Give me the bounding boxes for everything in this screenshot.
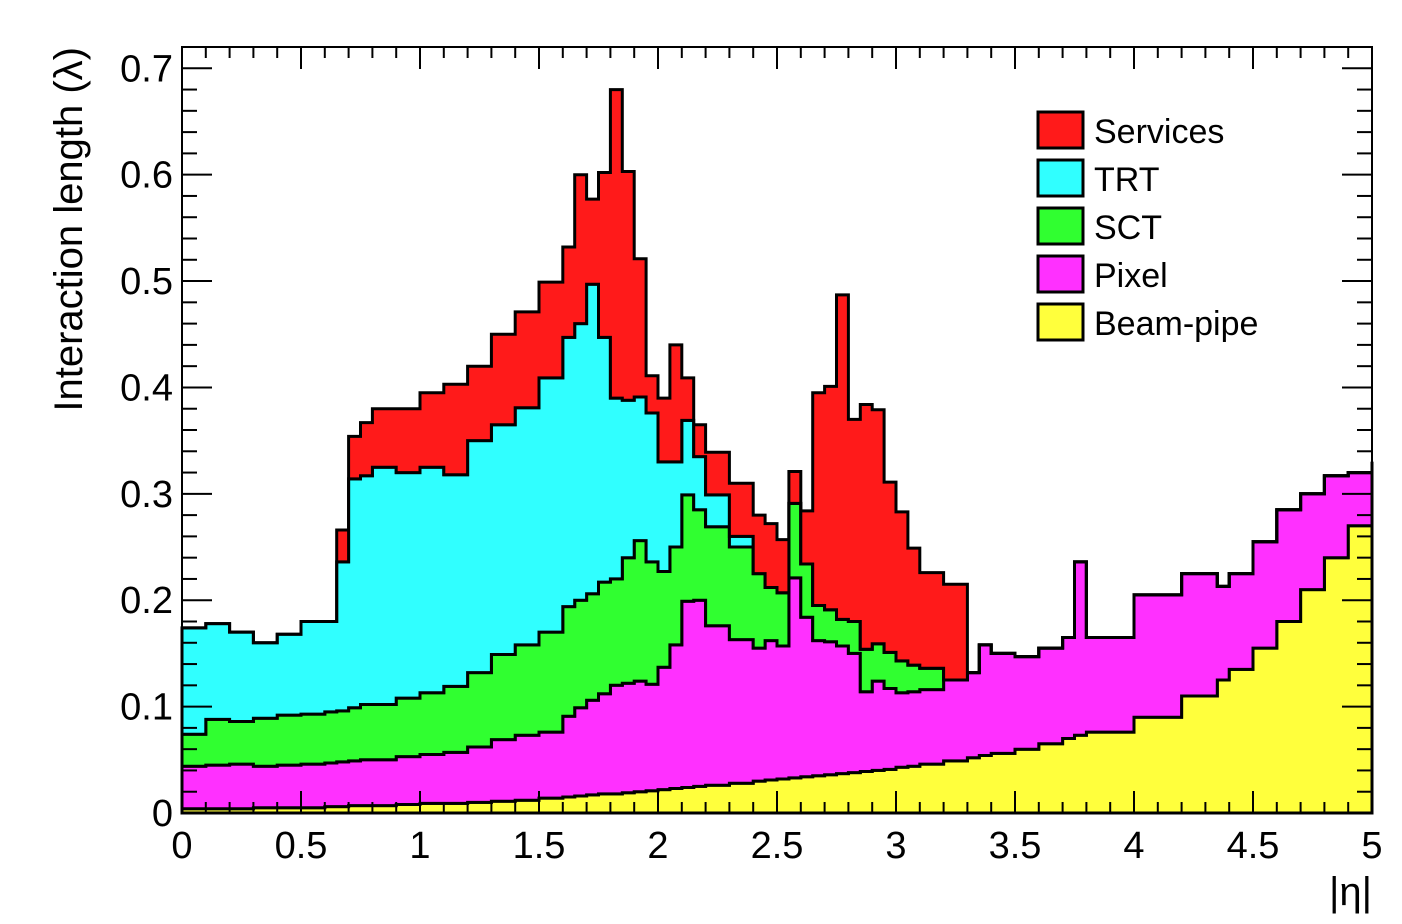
legend-swatch bbox=[1036, 110, 1085, 150]
legend-swatch bbox=[1036, 302, 1085, 342]
x-tick-label: 0 bbox=[171, 825, 192, 867]
x-tick-label: 5 bbox=[1361, 825, 1382, 867]
y-tick-label: 0.3 bbox=[120, 474, 173, 516]
x-tick-label: 4.5 bbox=[1227, 825, 1280, 867]
y-tick-labels: 0 0.1 0.2 0.3 0.4 0.5 0.6 0.7 bbox=[120, 48, 173, 835]
legend-swatch bbox=[1036, 206, 1085, 246]
x-tick-label: 0.5 bbox=[275, 825, 328, 867]
x-tick-label: 2 bbox=[647, 825, 668, 867]
x-axis-title: |η| bbox=[1329, 870, 1372, 914]
x-tick-label: 1.5 bbox=[513, 825, 566, 867]
y-axis-title: Interaction length (λ) bbox=[47, 47, 91, 412]
y-tick-label: 0.6 bbox=[120, 155, 173, 197]
legend-swatch bbox=[1036, 158, 1085, 198]
y-tick-label: 0.1 bbox=[120, 687, 173, 729]
x-tick-label: 3.5 bbox=[989, 825, 1042, 867]
legend-label: SCT bbox=[1094, 209, 1162, 247]
x-tick-label: 3 bbox=[885, 825, 906, 867]
y-tick-label: 0.7 bbox=[120, 48, 173, 90]
legend-swatch bbox=[1036, 254, 1085, 294]
x-tick-label: 2.5 bbox=[751, 825, 804, 867]
x-tick-label: 1 bbox=[409, 825, 430, 867]
y-tick-label: 0.2 bbox=[120, 580, 173, 622]
x-tick-labels: 0 0.5 1 1.5 2 2.5 3 3.5 4 4.5 5 bbox=[171, 825, 1382, 867]
y-tick-label: 0.5 bbox=[120, 261, 173, 303]
legend-label: TRT bbox=[1094, 161, 1159, 199]
y-tick-label: 0 bbox=[152, 793, 173, 835]
x-tick-label: 4 bbox=[1123, 825, 1144, 867]
legend-label: Beam-pipe bbox=[1094, 305, 1258, 343]
legend-label: Pixel bbox=[1094, 257, 1168, 295]
stacked-areas bbox=[180, 88, 1374, 815]
legend: Services TRT SCT Pixel Beam-pipe bbox=[1036, 110, 1258, 343]
y-tick-label: 0.4 bbox=[120, 367, 173, 409]
legend-label: Services bbox=[1094, 113, 1224, 151]
axis-ticks bbox=[181, 46, 1373, 814]
